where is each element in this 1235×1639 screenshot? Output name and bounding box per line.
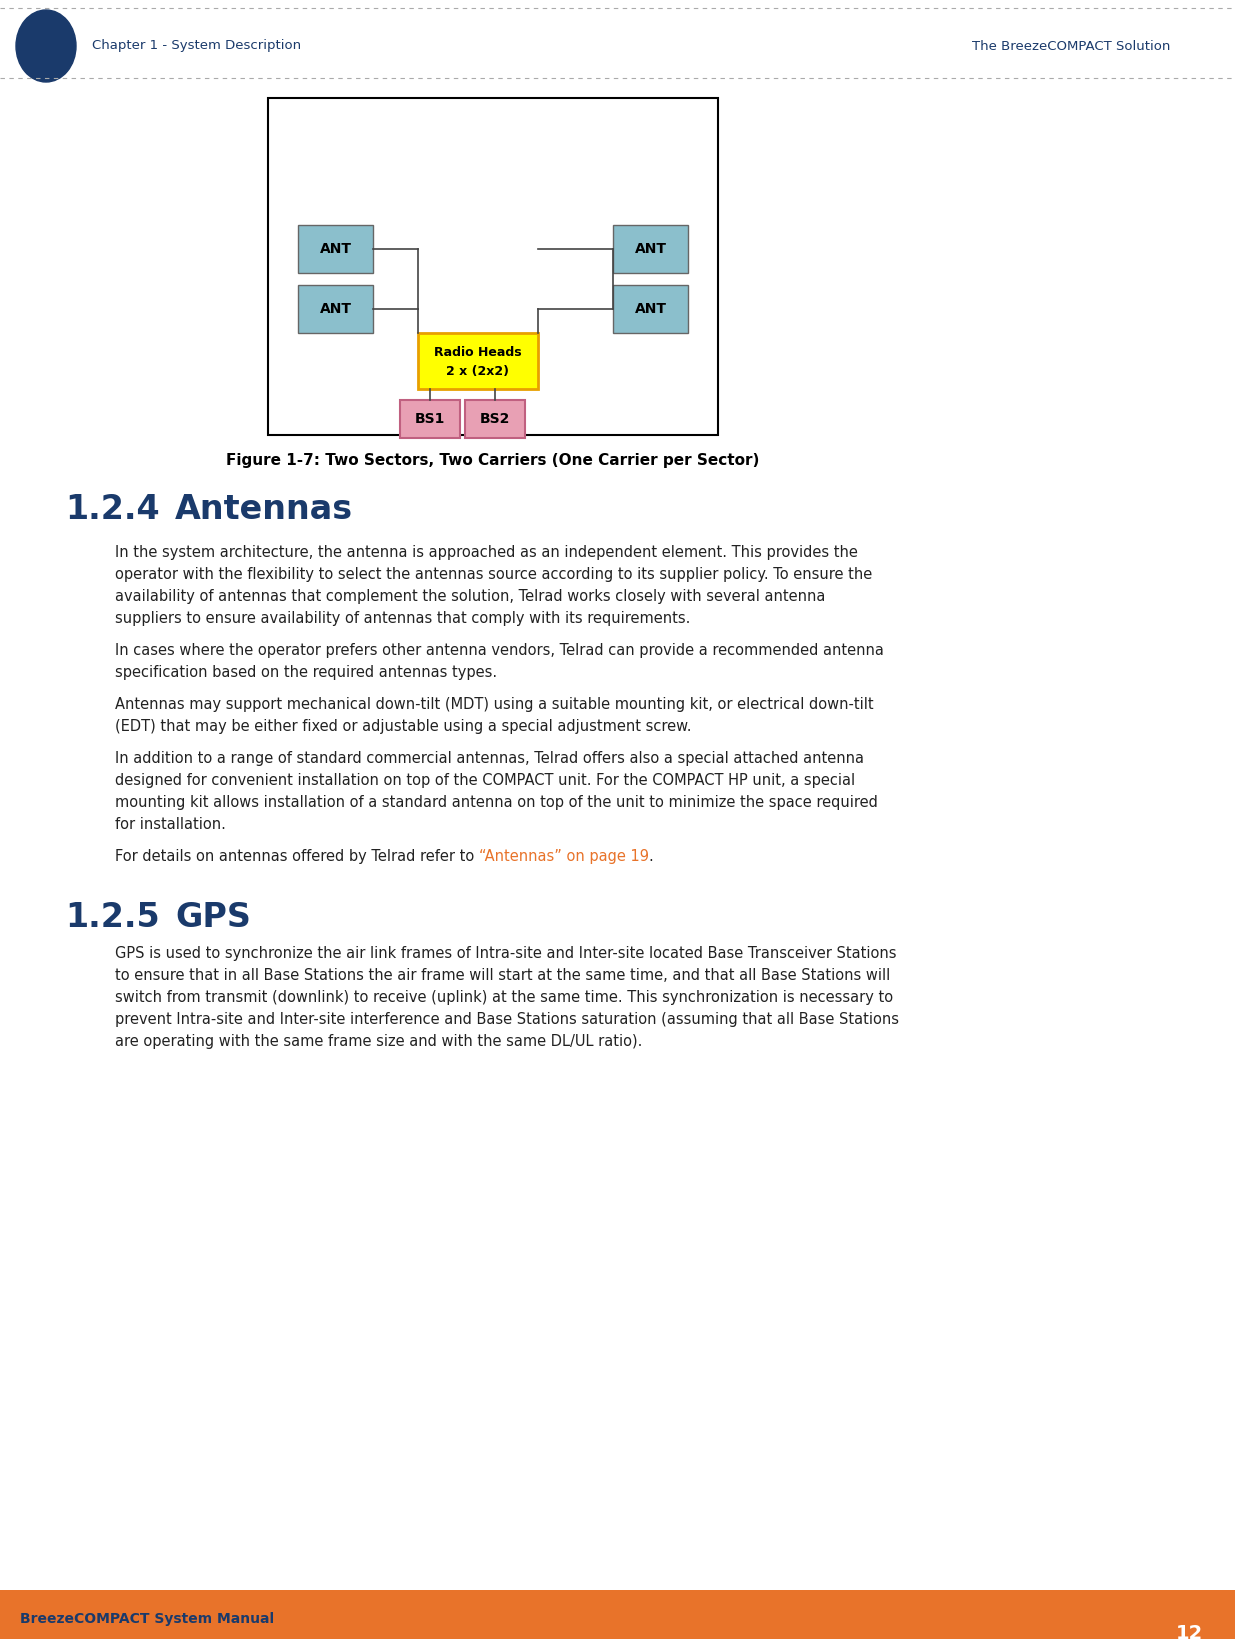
Text: Antennas may support mechanical down-tilt (MDT) using a suitable mounting kit, o: Antennas may support mechanical down-til… <box>115 697 873 711</box>
Bar <box>613 285 688 333</box>
Text: mounting kit allows installation of a standard antenna on top of the unit to min: mounting kit allows installation of a st… <box>115 795 878 810</box>
FancyBboxPatch shape <box>1149 1595 1231 1639</box>
Text: BS2: BS2 <box>480 411 510 426</box>
Text: to ensure that in all Base Stations the air frame will start at the same time, a: to ensure that in all Base Stations the … <box>115 969 890 983</box>
Text: operator with the flexibility to select the antennas source according to its sup: operator with the flexibility to select … <box>115 567 872 582</box>
Text: are operating with the same frame size and with the same DL/UL ratio).: are operating with the same frame size a… <box>115 1034 642 1049</box>
Bar <box>0 1590 1235 1598</box>
Text: The BreezeCOMPACT Solution: The BreezeCOMPACT Solution <box>972 39 1170 52</box>
Text: switch from transmit (downlink) to receive (uplink) at the same time. This synch: switch from transmit (downlink) to recei… <box>115 990 893 1005</box>
Text: For details on antennas offered by Telrad refer to: For details on antennas offered by Telra… <box>115 849 479 864</box>
Text: In the system architecture, the antenna is approached as an independent element.: In the system architecture, the antenna … <box>115 546 858 561</box>
Text: availability of antennas that complement the solution, Telrad works closely with: availability of antennas that complement… <box>115 588 825 605</box>
Text: (EDT) that may be either fixed or adjustable using a special adjustment screw.: (EDT) that may be either fixed or adjust… <box>115 720 692 734</box>
Text: ANT: ANT <box>635 243 667 256</box>
Text: BS1: BS1 <box>415 411 445 426</box>
Text: In addition to a range of standard commercial antennas, Telrad offers also a spe: In addition to a range of standard comme… <box>115 751 864 765</box>
Text: 1.2.5: 1.2.5 <box>65 901 159 934</box>
Text: In cases where the operator prefers other antenna vendors, Telrad can provide a : In cases where the operator prefers othe… <box>115 642 884 657</box>
Bar <box>400 400 459 438</box>
Text: for installation.: for installation. <box>115 816 226 833</box>
Text: ANT: ANT <box>635 302 667 316</box>
Text: ANT: ANT <box>320 302 352 316</box>
Text: GPS is used to synchronize the air link frames of Intra-site and Inter-site loca: GPS is used to synchronize the air link … <box>115 946 897 960</box>
Text: “Antennas” on page 19: “Antennas” on page 19 <box>479 849 648 864</box>
Text: 1.2.4: 1.2.4 <box>65 493 159 526</box>
Bar <box>466 400 525 438</box>
Text: 2 x (2x2): 2 x (2x2) <box>447 364 510 377</box>
Text: ANT: ANT <box>320 243 352 256</box>
Text: GPS: GPS <box>175 901 251 934</box>
Bar <box>0 1598 1235 1639</box>
Ellipse shape <box>16 10 77 82</box>
Text: specification based on the required antennas types.: specification based on the required ante… <box>115 665 498 680</box>
Bar <box>268 98 718 434</box>
Bar <box>298 225 373 274</box>
Text: .: . <box>648 849 653 864</box>
Text: Antennas: Antennas <box>175 493 353 526</box>
Text: Chapter 1 - System Description: Chapter 1 - System Description <box>91 39 301 52</box>
Text: Radio Heads: Radio Heads <box>435 346 522 359</box>
Bar <box>298 285 373 333</box>
Text: 12: 12 <box>1176 1624 1203 1639</box>
Text: BreezeCOMPACT System Manual: BreezeCOMPACT System Manual <box>20 1611 274 1626</box>
Text: Figure 1-7: Two Sectors, Two Carriers (One Carrier per Sector): Figure 1-7: Two Sectors, Two Carriers (O… <box>226 452 760 469</box>
Bar <box>613 225 688 274</box>
Text: suppliers to ensure availability of antennas that comply with its requirements.: suppliers to ensure availability of ante… <box>115 611 690 626</box>
Text: prevent Intra-site and Inter-site interference and Base Stations saturation (ass: prevent Intra-site and Inter-site interf… <box>115 1011 899 1028</box>
Text: designed for convenient installation on top of the COMPACT unit. For the COMPACT: designed for convenient installation on … <box>115 774 855 788</box>
Bar <box>417 333 538 388</box>
